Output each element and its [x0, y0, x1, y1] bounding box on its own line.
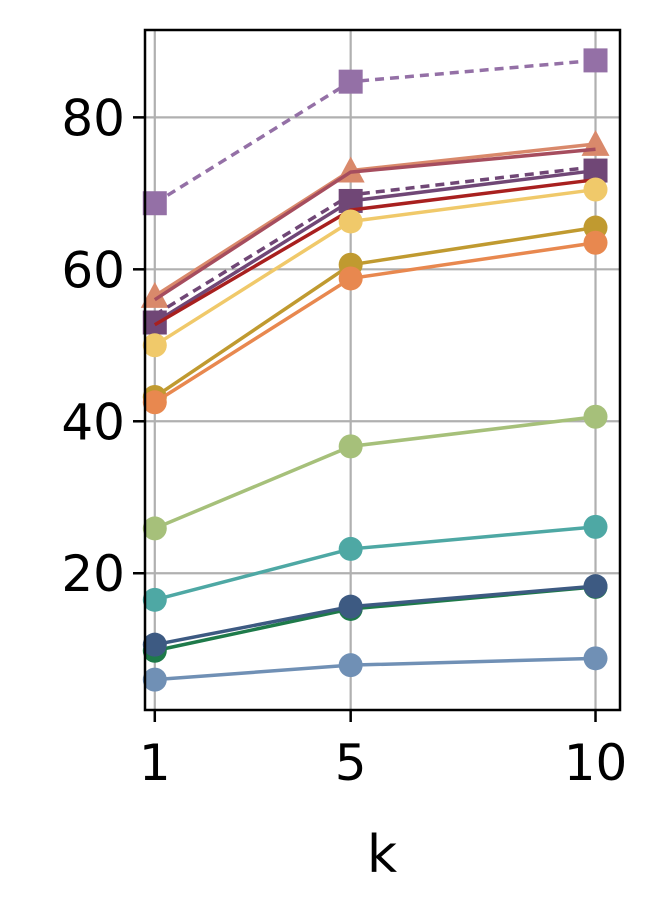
data-point [142, 516, 167, 541]
y-tick-label: 20 [61, 545, 125, 603]
x-axis-title: k [367, 825, 397, 885]
y-tick-label: 40 [61, 393, 125, 451]
series-layer [140, 48, 610, 692]
series-14 [142, 646, 608, 692]
data-point [142, 632, 167, 657]
data-point [583, 514, 608, 539]
series-5 [142, 158, 608, 335]
x-tick-label: 10 [564, 734, 628, 792]
series-11 [142, 514, 608, 612]
data-point [142, 310, 167, 335]
series-9 [142, 230, 608, 415]
x-tick-label: 5 [335, 734, 367, 792]
series-13 [142, 574, 608, 657]
x-tick-label: 1 [139, 734, 171, 792]
data-point [338, 594, 363, 619]
axis-ticks: 1 5 10 20 40 60 80 [61, 89, 627, 792]
plot-frame [143, 28, 622, 712]
series-line [153, 147, 596, 302]
series-1 [142, 48, 608, 216]
data-point [338, 434, 363, 459]
data-point [583, 177, 608, 202]
data-point [142, 390, 167, 415]
series-10 [142, 404, 608, 541]
series-7 [142, 177, 608, 358]
data-point [583, 230, 608, 255]
data-point [338, 209, 363, 234]
data-point [140, 281, 169, 308]
data-point [338, 266, 363, 291]
data-point [583, 574, 608, 599]
data-point [338, 69, 363, 94]
data-point [583, 646, 608, 671]
data-point [142, 587, 167, 612]
data-point [142, 333, 167, 358]
data-point [142, 667, 167, 692]
data-point [338, 536, 363, 561]
y-tick-label: 60 [61, 241, 125, 299]
data-point [583, 48, 608, 73]
data-point [338, 653, 363, 678]
y-tick-label: 80 [61, 89, 125, 147]
series-3 [153, 147, 596, 302]
data-point [142, 191, 167, 216]
data-point [583, 404, 608, 429]
